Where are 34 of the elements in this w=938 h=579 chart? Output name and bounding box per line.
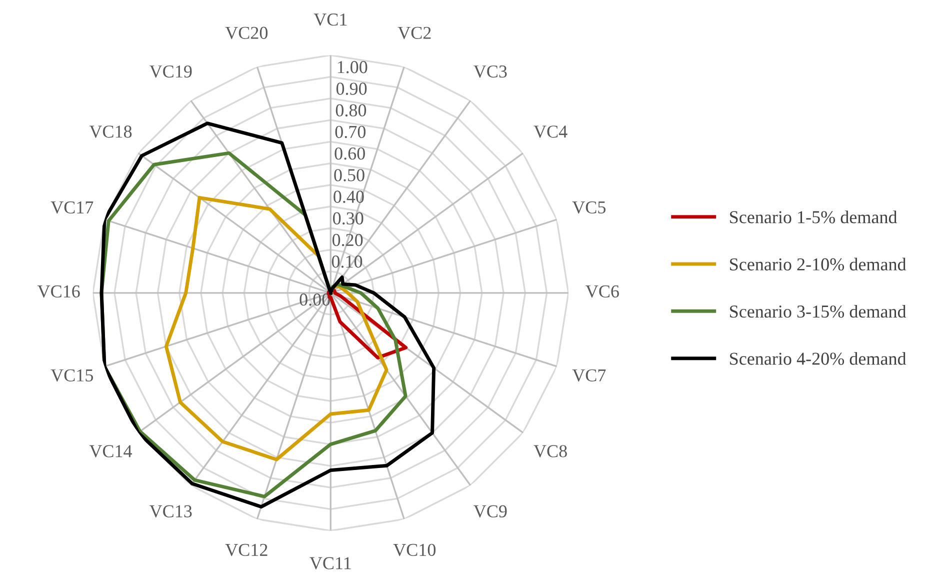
- y-tick-label: 0.20: [332, 234, 363, 246]
- spoke-label: VC6: [586, 285, 619, 298]
- spoke-label: VC20: [225, 26, 268, 40]
- spoke-label: VC18: [89, 126, 132, 138]
- legend-label: Scenario 3-15% demand: [730, 304, 906, 318]
- y-tick-label: 0.40: [334, 190, 364, 203]
- spoke-label: VC5: [572, 201, 606, 214]
- spoke-label: VC10: [393, 544, 436, 556]
- spoke-label: VC2: [398, 26, 431, 40]
- legend-label: Scenario 4-20% demand: [730, 352, 906, 365]
- y-tick-label: 0.10: [332, 256, 362, 268]
- spoke-label: VC4: [534, 126, 568, 138]
- spoke-label: VC7: [572, 369, 606, 382]
- spoke-label: VC12: [225, 544, 268, 556]
- y-tick-label: 0.90: [336, 82, 367, 95]
- spoke-label: VC16: [37, 285, 80, 298]
- spoke-label: VC17: [50, 201, 94, 214]
- y-tick-label: 0.80: [336, 104, 366, 117]
- y-tick-label: 0.70: [335, 126, 366, 138]
- spoke-label: VC11: [310, 557, 351, 570]
- spoke-label: VC19: [150, 65, 192, 78]
- spoke-label: VC14: [89, 445, 132, 458]
- spoke-label: VC3: [474, 65, 507, 78]
- y-tick-label: 0.50: [334, 169, 364, 182]
- y-tick-label: 0.30: [333, 212, 364, 225]
- legend-label: Scenario 2-10% demand: [730, 258, 906, 271]
- spoke-label: VC13: [150, 505, 192, 518]
- y-tick-label: 0.60: [334, 147, 365, 160]
- spoke-label: VC9: [474, 505, 507, 518]
- spoke-label: VC1: [314, 14, 347, 26]
- spoke-label: VC15: [50, 369, 93, 382]
- spoke-label: VC8: [534, 445, 567, 458]
- legend-label: Scenario 1-5% demand: [730, 210, 898, 224]
- y-tick-label: 1.00: [338, 61, 368, 74]
